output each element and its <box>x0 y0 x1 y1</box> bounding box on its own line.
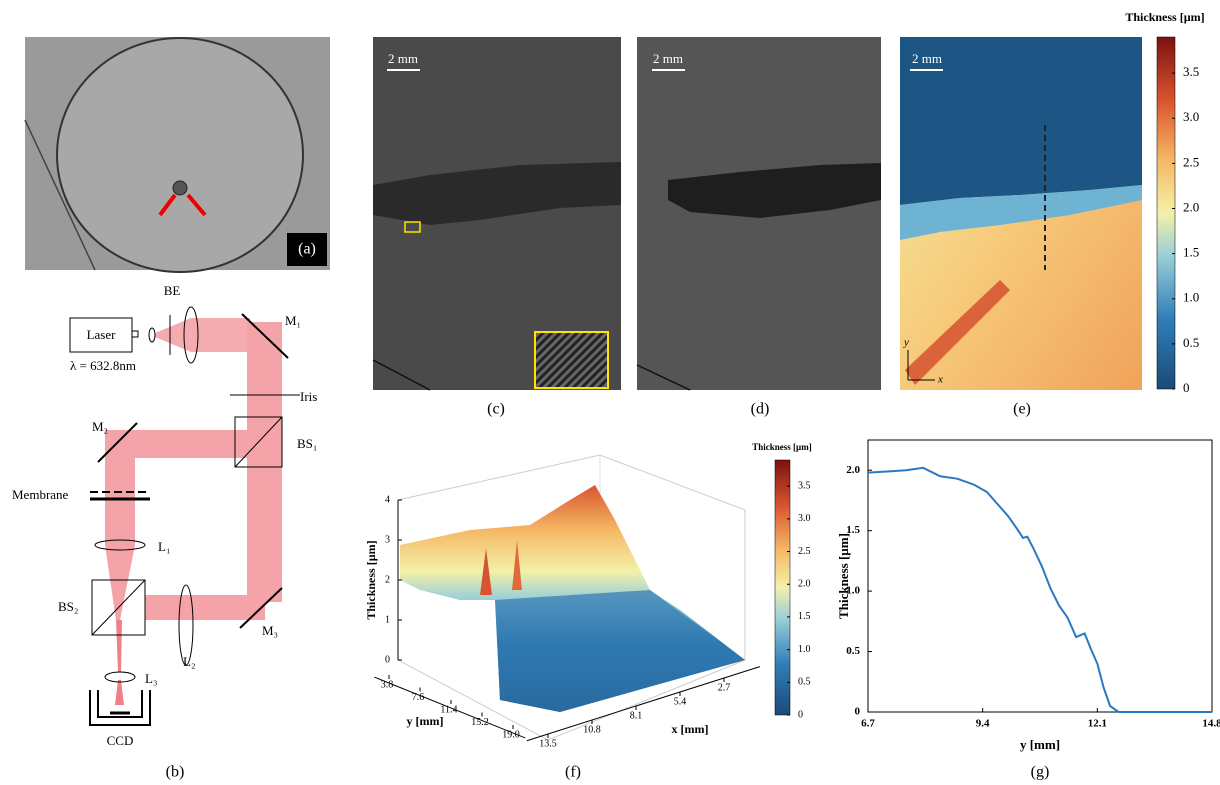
photo-a: (a) <box>24 37 330 273</box>
y-axis-label: y [mm] <box>407 714 444 728</box>
x-tick-label: 9.4 <box>976 718 990 730</box>
y-tick-label: 3.8 <box>381 679 394 690</box>
y-tick-label: 15.2 <box>471 717 489 728</box>
label: Laser <box>87 327 117 342</box>
scale-bar-label: 2 mm <box>653 51 683 66</box>
colorbar-tick-label: 2.5 <box>1183 154 1199 169</box>
label: CCD <box>107 733 134 748</box>
scale-bar-label: 2 mm <box>388 51 418 66</box>
label: Iris <box>300 389 317 404</box>
x-tick-label: 13.5 <box>539 738 557 749</box>
y-tick-label: 1.0 <box>846 585 860 597</box>
colorbar-tick-label: 2.0 <box>798 579 811 590</box>
x-tick-label: 14.8 <box>1202 718 1220 730</box>
label: L₃ <box>145 671 157 686</box>
label: BS₂ <box>58 599 78 614</box>
colorbar-title: Thickness [µm] <box>1125 10 1204 24</box>
image-c: 2 mm (c) <box>372 37 621 418</box>
image-d: 2 mm (d) <box>636 37 881 418</box>
colorbar-tick-label: 1.5 <box>1183 245 1199 260</box>
colorbar-tick-label: 0 <box>798 709 803 720</box>
label: M₁ <box>285 313 301 328</box>
x-axis-label: x [mm] <box>672 722 709 736</box>
colorbar-tick-label: 3.0 <box>1183 109 1199 124</box>
label: Membrane <box>12 487 69 502</box>
colorbar-tick-label: 2.0 <box>1183 199 1199 214</box>
caption: (g) <box>1031 764 1050 781</box>
y-tick-label: 7.6 <box>412 692 425 703</box>
label: M₂ <box>92 419 108 434</box>
z-tick-label: 4 <box>385 494 390 505</box>
colorbar-tick-label: 0 <box>1183 380 1190 395</box>
data-line <box>867 466 1212 713</box>
label: BE <box>164 283 181 298</box>
z-tick-label: 1 <box>385 614 390 625</box>
colorbar <box>1156 36 1176 390</box>
z-tick-label: 3 <box>385 534 390 545</box>
label: M₃ <box>262 623 278 638</box>
colorbar-tick-label: 1.0 <box>1183 290 1199 305</box>
colorbar-tick-label: 3.5 <box>1183 64 1199 79</box>
label: L₁ <box>158 539 170 554</box>
y-tick-label: 19.0 <box>502 729 520 740</box>
z-tick-label: 0 <box>385 654 390 665</box>
scale-bar-label: 2 mm <box>912 51 942 66</box>
y-tick-label: 0 <box>855 706 861 718</box>
caption: (c) <box>487 401 505 418</box>
y-tick-label: 1.5 <box>846 524 860 536</box>
x-tick-label: 12.1 <box>1088 718 1107 730</box>
colorbar-title: Thickness [µm] <box>752 442 811 452</box>
axis-arrow-label: y <box>903 337 909 349</box>
optical-diagram: Laser λ = 632.8nm BE M₁ Iris BS₁ M₂ Memb… <box>12 283 317 781</box>
x-tick-label: 2.7 <box>718 682 731 693</box>
colorbar-tick-label: 1.0 <box>798 644 811 655</box>
z-axis-label: Thickness [µm] <box>364 540 378 619</box>
image-e: 2 mm y x (e) <box>900 37 1142 418</box>
y-axis <box>374 676 526 739</box>
x-tick-label: 5.4 <box>674 696 687 707</box>
colorbar-tick-label: 3.5 <box>798 480 811 491</box>
plot-frame <box>867 439 1213 713</box>
colorbar-tick-label: 3.0 <box>798 513 811 524</box>
caption: (f) <box>565 764 581 781</box>
caption: (d) <box>751 401 770 418</box>
colorbar <box>774 459 791 716</box>
colorbar-tick-label: 2.5 <box>798 546 811 557</box>
x-tick-label: 8.1 <box>630 710 643 721</box>
y-tick-label: 2.0 <box>846 464 860 476</box>
y-tick-label: 0.5 <box>846 645 860 657</box>
x-tick-label: 10.8 <box>583 724 601 735</box>
caption: (e) <box>1013 401 1031 418</box>
x-tick-label: 6.7 <box>861 718 875 730</box>
label: BS₁ <box>297 436 317 451</box>
z-tick-label: 2 <box>385 574 390 585</box>
y-axis-label: Thickness [µm] <box>836 533 851 619</box>
label: L₂ <box>183 654 195 669</box>
y-tick-label: 11.4 <box>440 704 457 715</box>
axis-arrow-label: x <box>937 374 943 386</box>
colorbar-tick-label: 0.5 <box>798 677 811 688</box>
colorbar-tick-label: 0.5 <box>1183 335 1199 350</box>
label: λ = 632.8nm <box>70 358 136 373</box>
x-axis-label: y [mm] <box>1020 737 1060 752</box>
x-axis <box>526 666 761 742</box>
caption: (a) <box>298 241 316 258</box>
caption: (b) <box>166 764 185 781</box>
colorbar-tick-label: 1.5 <box>798 611 811 622</box>
